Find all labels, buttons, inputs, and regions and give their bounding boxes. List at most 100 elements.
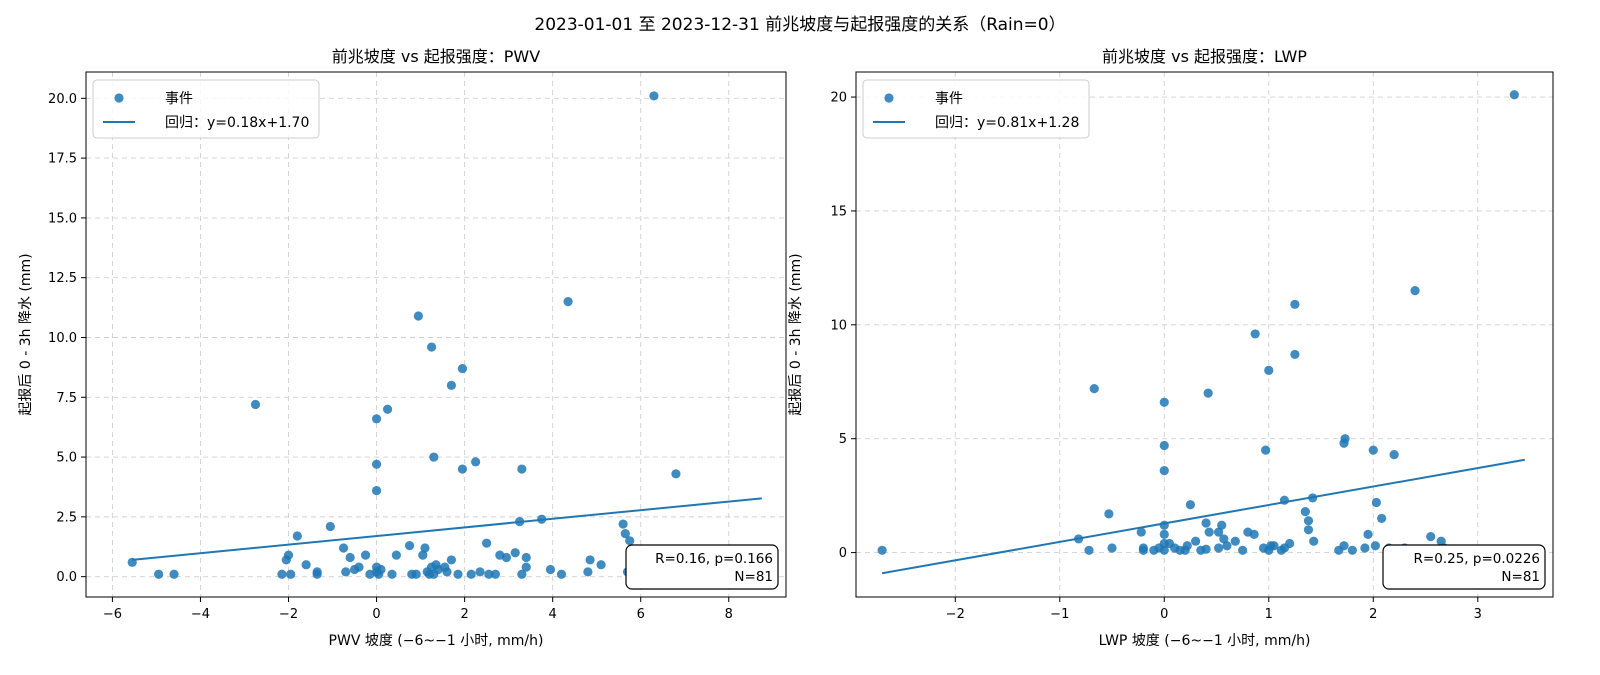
y-tick-label: 10.0 <box>48 331 77 346</box>
legend-scatter-marker <box>114 93 124 103</box>
data-point <box>1264 545 1274 555</box>
data-point <box>517 569 527 579</box>
data-point <box>1363 529 1373 539</box>
y-axis-label: 起报后 0 - 3h 降水 (mm) <box>18 253 34 415</box>
stats-frame <box>625 544 779 590</box>
y-tick-label: 10 <box>830 318 847 333</box>
x-tick-label: 1 <box>1265 607 1273 622</box>
data-point <box>649 91 659 101</box>
y-tick-label: 0 <box>839 546 847 561</box>
data-point <box>341 567 351 577</box>
y-tick-label: 0.0 <box>56 570 77 585</box>
data-point <box>1159 440 1169 451</box>
legend-line-label: 回归：y=0.81x+1.28 <box>935 114 1079 131</box>
data-point <box>325 521 335 532</box>
data-point <box>1261 445 1271 455</box>
data-point <box>420 543 430 553</box>
y-tick-label: 15.0 <box>48 211 77 226</box>
data-point <box>671 469 681 479</box>
data-point <box>521 552 531 563</box>
data-points <box>877 90 1530 575</box>
stats-box: R=0.16, p=0.166 N=81 <box>625 544 779 590</box>
data-point <box>360 550 371 560</box>
data-point <box>382 404 393 414</box>
x-tick-label: −2 <box>279 607 298 622</box>
chart-title: 前兆坡度 vs 起报强度：PWV <box>332 47 540 66</box>
data-point <box>1426 532 1436 542</box>
data-point <box>371 459 382 469</box>
data-point <box>1347 545 1357 555</box>
data-point <box>286 569 296 579</box>
data-point <box>1249 529 1259 539</box>
data-point <box>1217 520 1227 530</box>
data-point <box>426 342 437 352</box>
data-point <box>1203 388 1213 398</box>
y-tick-label: 5.0 <box>56 451 77 466</box>
data-point <box>545 564 556 575</box>
data-point <box>1290 299 1300 309</box>
y-tick-label: 7.5 <box>56 391 77 406</box>
data-point <box>1250 329 1260 339</box>
stats-line-2: N=81 <box>734 569 773 585</box>
x-tick-label: 2 <box>460 607 468 622</box>
data-point <box>250 399 261 410</box>
x-tick-label: 6 <box>637 607 645 622</box>
data-point <box>1309 536 1319 546</box>
data-point <box>345 552 355 563</box>
legend-line-label: 回归：y=0.18x+1.70 <box>165 114 309 131</box>
data-point <box>510 548 520 558</box>
data-point <box>1360 543 1370 553</box>
data-point <box>1368 445 1378 455</box>
chart-panel-lwp: −2 −1 0 1 2 3 0 5 10 15 20 前兆坡度 vs 起报强度：LWP LWP 坡度 (… <box>788 47 1554 649</box>
data-point <box>1182 541 1192 551</box>
data-point <box>1104 509 1114 519</box>
data-point <box>1370 541 1380 551</box>
data-point <box>1303 525 1314 535</box>
regression-line <box>881 458 1525 575</box>
data-point <box>1339 438 1349 448</box>
x-tick-label: −4 <box>191 607 210 622</box>
data-point <box>1191 536 1201 546</box>
data-point <box>446 380 457 390</box>
data-point <box>1238 545 1248 555</box>
data-point <box>1436 536 1446 546</box>
data-point <box>349 564 360 575</box>
stats-line-1: R=0.25, p=0.0226 <box>1414 551 1540 567</box>
x-tick-label: −2 <box>946 607 965 622</box>
data-point <box>482 538 492 548</box>
data-point <box>1201 518 1211 528</box>
data-point <box>1185 500 1195 510</box>
data-point <box>154 569 164 579</box>
data-point <box>471 457 481 467</box>
data-point <box>391 550 401 560</box>
data-point <box>484 569 494 579</box>
data-point <box>475 567 485 577</box>
data-point <box>625 536 635 546</box>
data-point <box>1138 545 1148 555</box>
data-point <box>446 555 457 565</box>
x-axis-label: LWP 坡度 (−6~−1 小时, mm/h) <box>1099 633 1311 649</box>
data-point <box>312 569 322 579</box>
data-point <box>620 529 630 539</box>
data-point <box>1410 286 1420 296</box>
data-point <box>1084 545 1094 555</box>
data-point <box>1219 534 1229 544</box>
data-point <box>563 297 573 307</box>
data-point <box>1136 527 1146 537</box>
data-point <box>301 560 311 570</box>
data-point <box>338 543 349 553</box>
axes-frame <box>85 71 787 598</box>
data-point <box>1230 536 1240 546</box>
data-point <box>596 560 606 570</box>
data-point <box>1371 497 1381 508</box>
stats-frame <box>1382 544 1546 590</box>
y-tick-label: 12.5 <box>48 271 77 286</box>
data-point <box>1159 529 1169 539</box>
data-point <box>404 540 415 551</box>
data-point <box>429 452 439 462</box>
legend-frame <box>862 79 1090 139</box>
legend-scatter-marker <box>884 93 894 103</box>
data-point <box>1509 90 1519 100</box>
